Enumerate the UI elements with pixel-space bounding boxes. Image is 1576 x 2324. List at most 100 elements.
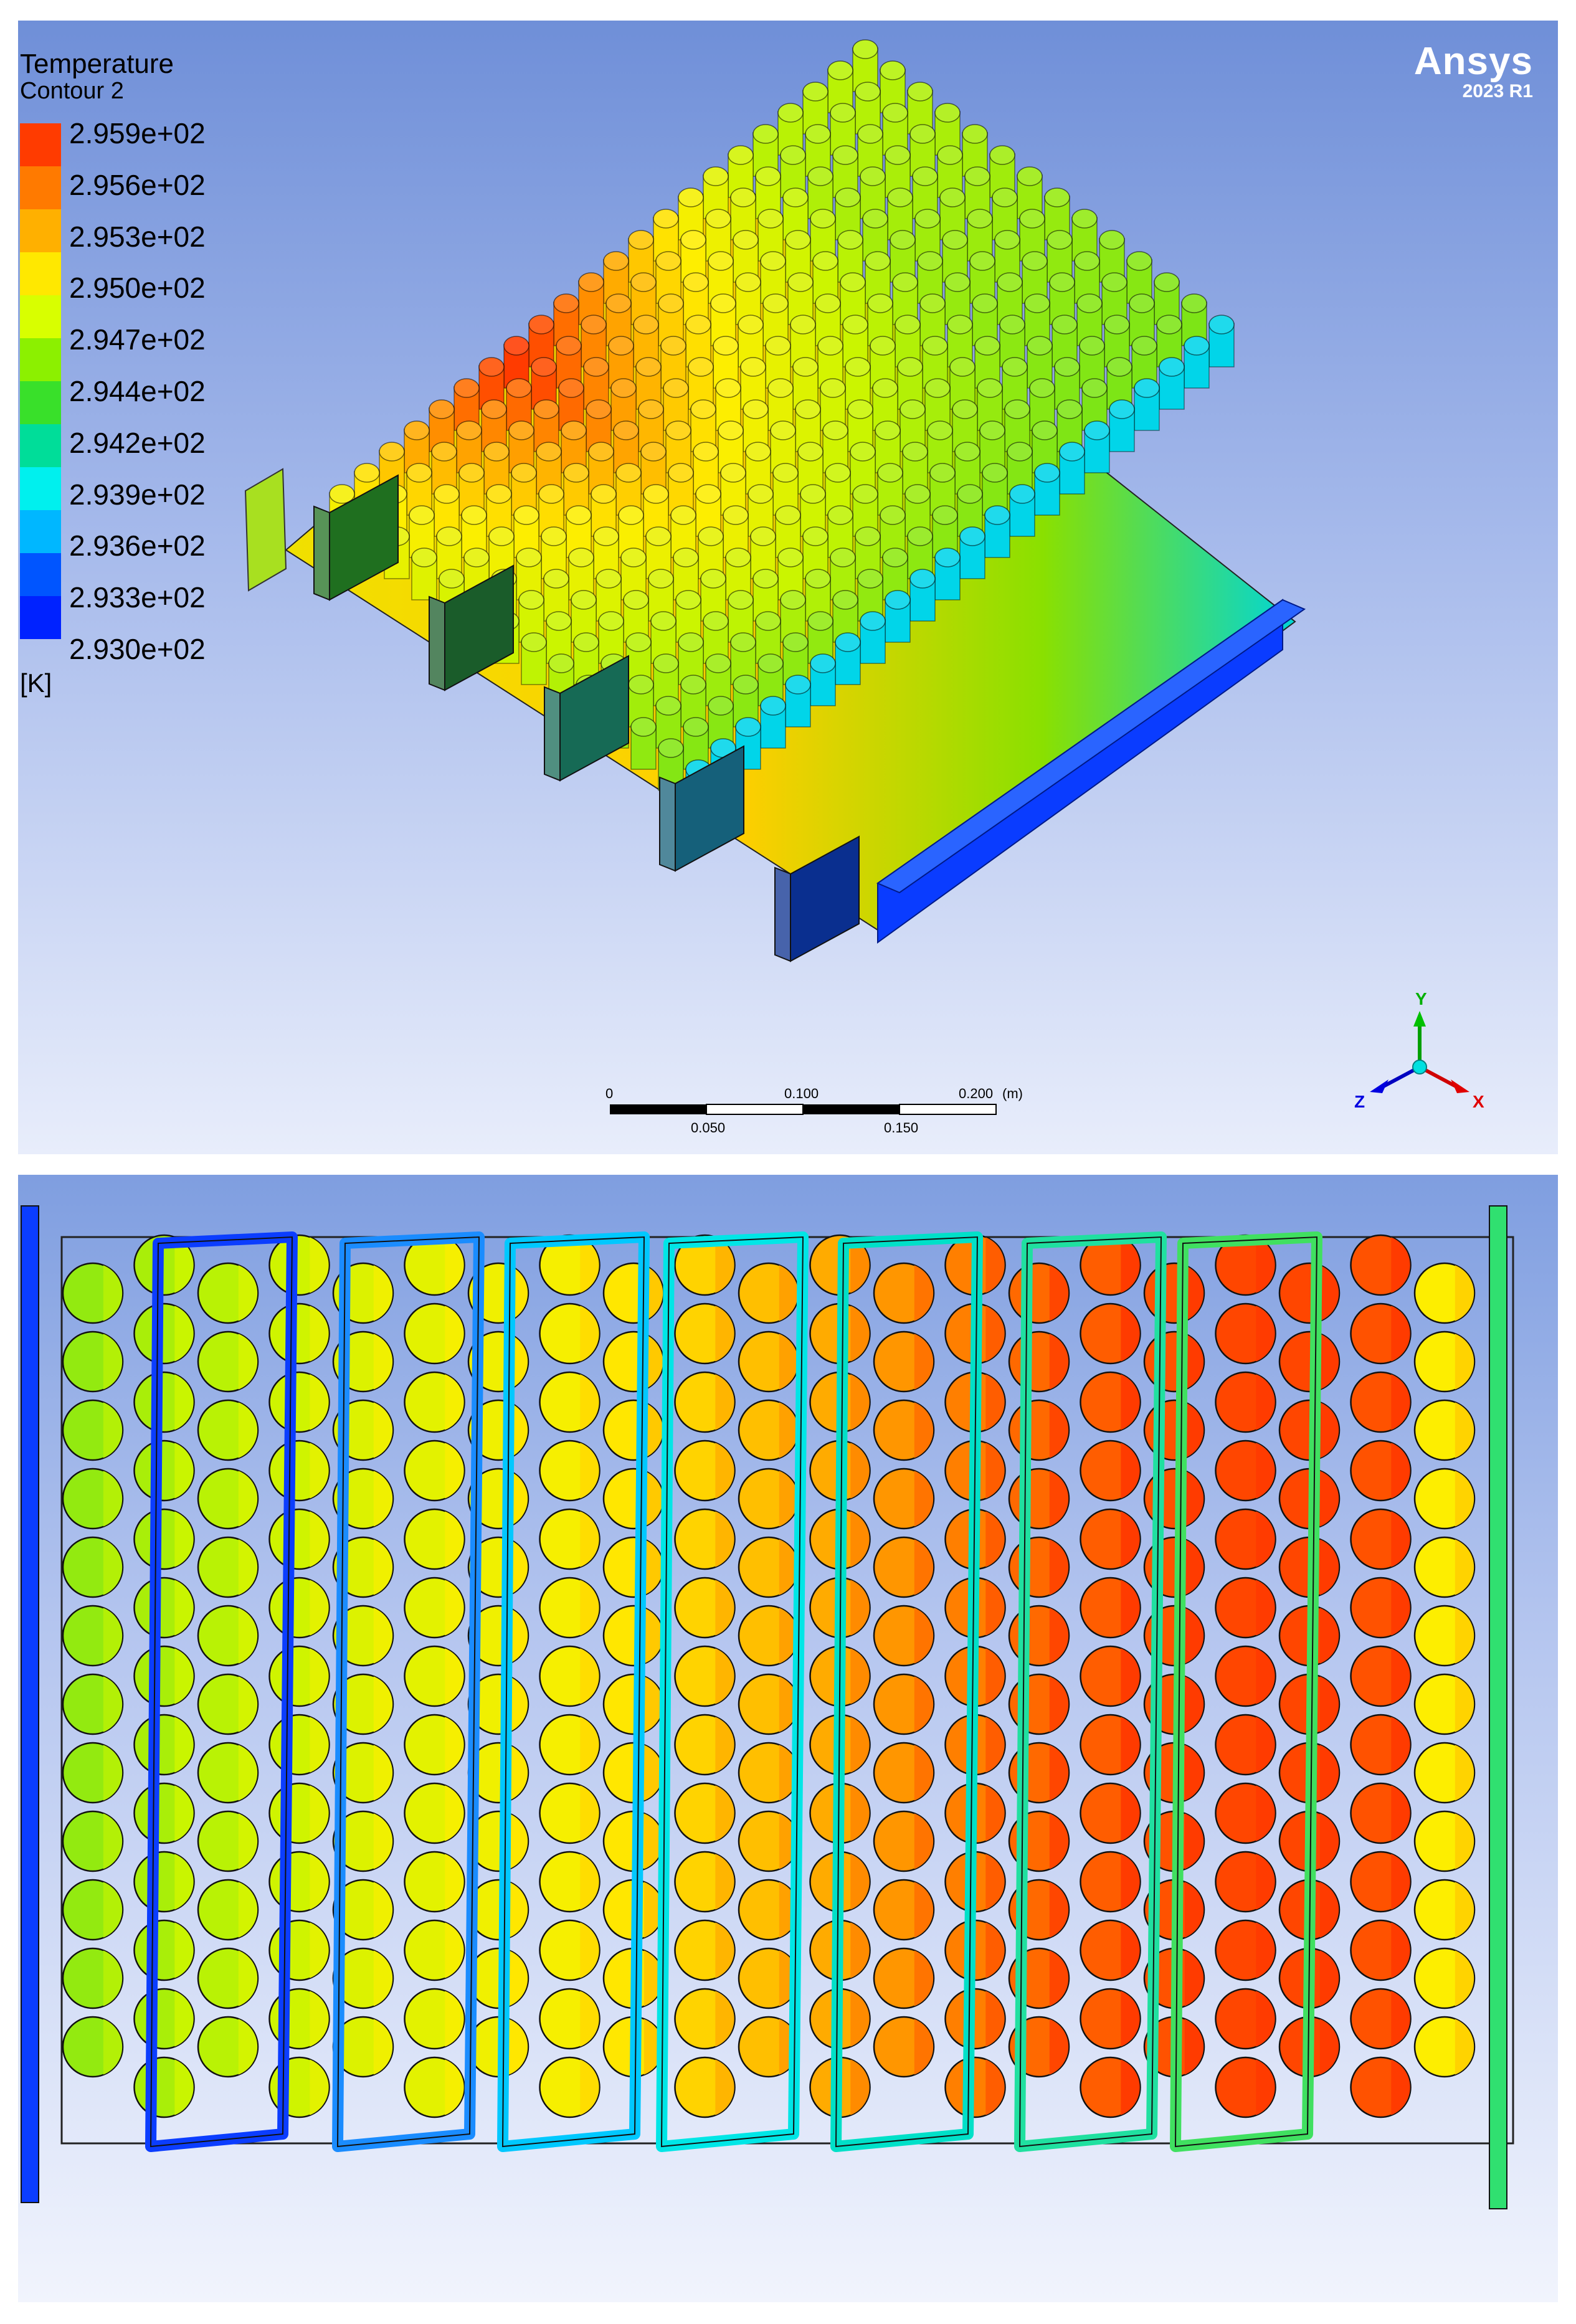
- cell-top: [730, 632, 756, 652]
- cell-top: [563, 463, 589, 483]
- cell-section-hot-side: [850, 1648, 870, 1704]
- cell-top: [453, 378, 480, 398]
- cell-top: [658, 738, 684, 758]
- cell-top: [728, 590, 754, 610]
- cell-top: [643, 484, 669, 504]
- cell-top: [989, 145, 1015, 165]
- cell-section-hot-side: [643, 1539, 663, 1595]
- cell-section-hot-side: [715, 1854, 734, 1910]
- cell-section-hot-side: [373, 1539, 393, 1595]
- cell-top: [605, 293, 632, 313]
- cell-top: [660, 336, 686, 356]
- cell-top: [870, 336, 896, 356]
- legend-label: 2.930e+02: [69, 633, 206, 665]
- cell-top: [775, 505, 801, 525]
- cell-top: [541, 526, 567, 546]
- cell-section-hot-side: [1391, 1580, 1410, 1636]
- cell-top: [548, 653, 574, 673]
- cell-top: [705, 653, 731, 673]
- cell-top: [992, 187, 1018, 207]
- cell-top: [855, 82, 881, 102]
- cooling-plate-side: [313, 505, 330, 601]
- cell-top: [902, 442, 928, 462]
- cell-section-hot-side: [238, 1334, 258, 1390]
- cooling-channel-outline: [835, 1236, 979, 2148]
- cell-section-hot-side: [238, 1676, 258, 1732]
- cell-top: [845, 357, 871, 377]
- cell-top: [752, 569, 779, 589]
- cell-section-hot-side: [103, 1402, 123, 1458]
- cell-section-hot-side: [1184, 1676, 1204, 1732]
- cell-top: [934, 103, 961, 123]
- cell-section-hot-side: [715, 1306, 734, 1362]
- cell-section-hot-side: [643, 1608, 663, 1664]
- cell-section-hot-side: [1049, 1676, 1069, 1732]
- cell-top: [665, 420, 691, 440]
- cell-top: [745, 442, 771, 462]
- cell-section-hot-side: [914, 2019, 934, 2075]
- cell-top: [877, 463, 903, 483]
- cell-top: [404, 420, 430, 440]
- cooling-channel-ribs: [313, 474, 860, 962]
- cell-section-hot-side: [445, 1306, 464, 1362]
- cell-top: [556, 336, 582, 356]
- cell-top: [1076, 293, 1103, 313]
- 2d-section-viewport[interactable]: [18, 1175, 1558, 2302]
- cell-top: [782, 632, 809, 652]
- legend-label: 2.944e+02: [69, 375, 206, 407]
- cell-top: [458, 463, 485, 483]
- cell-top: [546, 611, 572, 631]
- cell-top: [847, 399, 873, 419]
- cell-top: [735, 717, 761, 737]
- cell-section-hot-side: [174, 1785, 194, 1841]
- cell-top: [640, 442, 667, 462]
- cell-top: [1084, 420, 1110, 440]
- scale-label-0150: 0.150: [884, 1120, 918, 1136]
- cooling-channel-outline: [1018, 1236, 1162, 2148]
- cell-section-hot-side: [508, 1950, 528, 2006]
- cell-top: [1134, 378, 1160, 398]
- section-cooling-channels: [21, 1205, 1507, 2209]
- 3d-contour-viewport[interactable]: Temperature Contour 2 2.959e+02 2.956e+02…: [18, 21, 1558, 1154]
- end-plate-left: [244, 468, 287, 592]
- cell-section-hot-side: [715, 1717, 734, 1773]
- cell-section-hot-side: [174, 1443, 194, 1499]
- cell-section-hot-side: [914, 1539, 934, 1595]
- cell-section-hot-side: [914, 1265, 934, 1321]
- cell-section-hot-side: [310, 1443, 329, 1499]
- legend-label: 2.950e+02: [69, 272, 206, 305]
- cell-section-hot-side: [1455, 1813, 1474, 1869]
- cell-top: [690, 399, 716, 419]
- cell-section-hot-side: [1121, 1991, 1140, 2047]
- cell-top: [885, 590, 911, 610]
- cell-top: [822, 420, 848, 440]
- cell-section-hot-side: [914, 1745, 934, 1801]
- cell-section-hot-side: [580, 1991, 599, 2047]
- cell-top: [1208, 315, 1235, 334]
- cell-top: [738, 315, 764, 334]
- cell-section-hot-side: [238, 2019, 258, 2075]
- cell-section-hot-side: [310, 1306, 329, 1362]
- cell-top: [713, 336, 739, 356]
- cell-top: [782, 187, 809, 207]
- cell-top: [628, 230, 654, 250]
- cell-top: [1049, 272, 1075, 292]
- cell-top: [561, 420, 587, 440]
- cell-top: [830, 103, 856, 123]
- cell-top: [688, 357, 714, 377]
- cell-section-hot-side: [238, 1813, 258, 1869]
- cell-section-hot-side: [310, 1511, 329, 1567]
- battery-pack-section-view: [21, 1205, 1514, 2209]
- cell-top: [767, 378, 794, 398]
- cell-section-hot-side: [310, 1580, 329, 1636]
- cell-top: [810, 209, 836, 229]
- cooling-channel-outline: [336, 1236, 480, 2148]
- cell-section-hot-side: [643, 1402, 663, 1458]
- cell-section-hot-side: [779, 1471, 799, 1527]
- legend-label: 2.947e+02: [69, 323, 206, 356]
- cell-top: [934, 548, 961, 567]
- cell-section-hot-side: [508, 1813, 528, 1869]
- cell-section-hot-side: [1391, 1991, 1410, 2047]
- cell-top: [638, 399, 664, 419]
- cell-top: [835, 187, 861, 207]
